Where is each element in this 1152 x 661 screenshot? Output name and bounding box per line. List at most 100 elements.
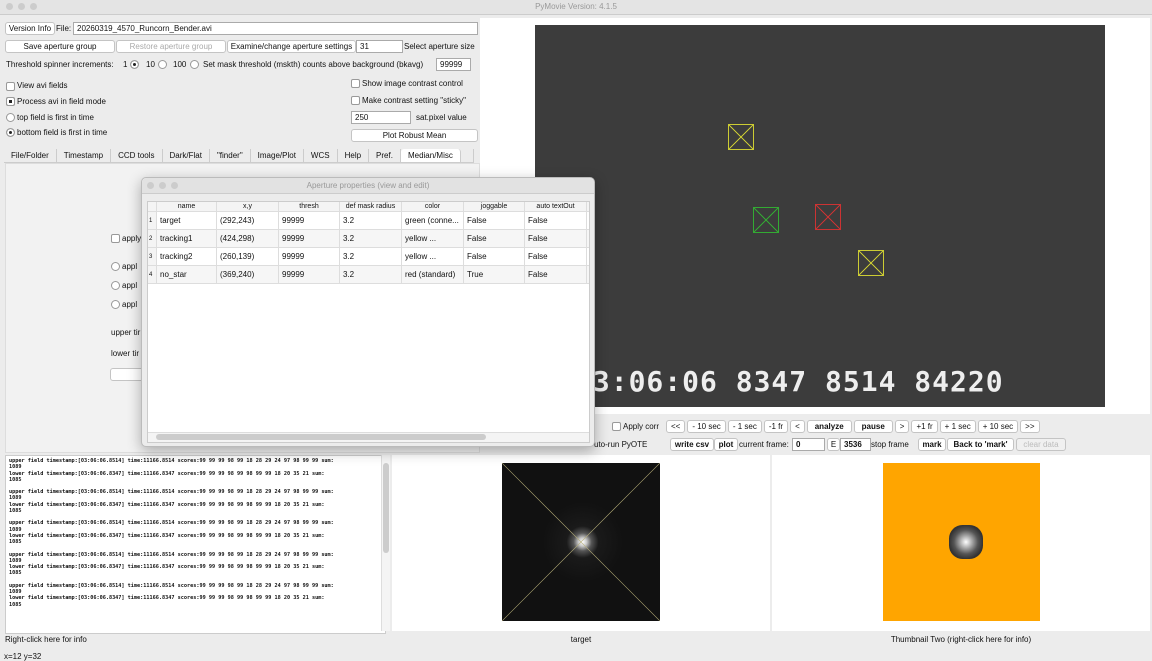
table-cell[interactable]: 3.2	[339, 265, 402, 284]
table-cell[interactable]: False	[463, 211, 525, 230]
checkbox[interactable]	[351, 79, 360, 88]
playback-button[interactable]: - 10 sec	[687, 420, 726, 433]
table-cell[interactable]: no_star	[156, 265, 217, 284]
tab[interactable]: Dark/Flat	[163, 149, 210, 162]
tab[interactable]: Timestamp	[57, 149, 112, 162]
tab[interactable]: Pref.	[369, 149, 401, 162]
table-cell[interactable]: Fa	[586, 247, 589, 266]
checkbox[interactable]	[6, 82, 15, 91]
stop-frame[interactable]: 3536	[840, 438, 871, 451]
table-cell[interactable]: False	[463, 229, 525, 248]
table-cell[interactable]: False	[524, 229, 587, 248]
playback-button[interactable]: - 1 sec	[727, 420, 762, 433]
table-cell[interactable]: 99999	[278, 211, 340, 230]
increment-radio[interactable]	[130, 60, 139, 69]
checkbox[interactable]	[6, 97, 15, 106]
tab[interactable]: Help	[338, 149, 370, 162]
size-select[interactable]: 31	[356, 40, 403, 53]
restore-button[interactable]: Restore aperture group	[116, 40, 226, 53]
radio[interactable]	[111, 262, 120, 271]
playback-button[interactable]: analyze	[806, 420, 852, 433]
tab[interactable]: Median/Misc	[400, 149, 461, 162]
checkbox[interactable]	[111, 234, 120, 243]
aperture-box[interactable]	[858, 250, 884, 276]
write-csv-button[interactable]: write csv	[670, 438, 714, 451]
radio[interactable]	[111, 300, 120, 309]
scroll-thumb[interactable]	[383, 463, 389, 553]
playback-button[interactable]: <<	[666, 420, 686, 433]
table-cell[interactable]: (292,243)	[216, 211, 279, 230]
info-label[interactable]: Right-click here for info	[5, 635, 87, 644]
window-button[interactable]	[147, 182, 154, 189]
aperture-box[interactable]	[753, 207, 779, 233]
table-cell[interactable]: tracking1	[156, 229, 217, 248]
table-cell[interactable]: Fa	[586, 229, 589, 248]
tab-scroll[interactable]	[461, 149, 474, 162]
table-cell[interactable]: True	[463, 265, 525, 284]
table-cell[interactable]: yellow ...	[401, 229, 464, 248]
table-cell[interactable]: tracking2	[156, 247, 217, 266]
playback-button[interactable]: + 1 sec	[939, 420, 976, 433]
table-cell[interactable]: False	[524, 265, 587, 284]
table-cell[interactable]: target	[156, 211, 217, 230]
playback-button[interactable]: + 10 sec	[977, 420, 1019, 433]
table-cell[interactable]: 3.2	[339, 211, 402, 230]
tab[interactable]: File/Folder	[4, 149, 57, 162]
tab[interactable]: WCS	[304, 149, 338, 162]
table-cell[interactable]: False	[524, 211, 587, 230]
scroll-thumb[interactable]	[156, 434, 486, 440]
radio[interactable]	[111, 281, 120, 290]
window-button[interactable]	[30, 3, 37, 10]
playback-button[interactable]: pause	[853, 420, 893, 433]
table-cell[interactable]: Fa	[586, 265, 589, 284]
radio[interactable]	[6, 113, 15, 122]
table-cell[interactable]: 99999	[278, 229, 340, 248]
file-name[interactable]: 20260319_4570_Runcorn_Bender.avi	[73, 22, 478, 35]
aperture-box[interactable]	[728, 124, 754, 150]
current-frame[interactable]: 0	[792, 438, 825, 451]
plot-button[interactable]: plot	[714, 438, 738, 451]
playback-button[interactable]: -1 fr	[763, 420, 789, 433]
playback-button[interactable]: +1 fr	[911, 420, 938, 433]
sat-value[interactable]: 250	[351, 111, 411, 124]
table-cell[interactable]: 99999	[278, 247, 340, 266]
table-cell[interactable]: Fa	[586, 211, 589, 230]
version-button[interactable]: Version Info	[5, 22, 55, 35]
h-scrollbar[interactable]	[148, 432, 589, 442]
tab[interactable]: "finder"	[210, 149, 251, 162]
table-cell[interactable]: 3.2	[339, 247, 402, 266]
table-cell[interactable]: 99999	[278, 265, 340, 284]
table-cell[interactable]: False	[524, 247, 587, 266]
window-button[interactable]	[159, 182, 166, 189]
playback-button[interactable]: >	[894, 420, 910, 433]
robust-button[interactable]: Plot Robust Mean	[351, 129, 478, 142]
table-cell[interactable]: (369,240)	[216, 265, 279, 284]
window-button[interactable]	[18, 3, 25, 10]
back-button[interactable]: Back to 'mark'	[947, 438, 1014, 451]
table-cell[interactable]: yellow ...	[401, 247, 464, 266]
mask-value[interactable]: 99999	[436, 58, 471, 71]
increment-radio[interactable]	[158, 60, 167, 69]
increment-radio[interactable]	[190, 60, 199, 69]
e-button[interactable]: E	[827, 438, 840, 451]
thumbnail-two-label[interactable]: Thumbnail Two (right-click here for info…	[890, 635, 1032, 644]
aperture-box[interactable]	[815, 204, 841, 230]
examine-button[interactable]: Examine/change aperture settings	[227, 40, 356, 53]
radio[interactable]	[6, 128, 15, 137]
window-button[interactable]	[6, 3, 13, 10]
window-button[interactable]	[171, 182, 178, 189]
checkbox[interactable]	[612, 422, 621, 431]
playback-button[interactable]: >>	[1020, 420, 1040, 433]
table-cell[interactable]: 3.2	[339, 229, 402, 248]
checkbox[interactable]	[351, 96, 360, 105]
playback-button[interactable]: <	[790, 420, 805, 433]
table-cell[interactable]: False	[463, 247, 525, 266]
table-cell[interactable]: (260,139)	[216, 247, 279, 266]
mark-button[interactable]: mark	[918, 438, 946, 451]
scrollbar[interactable]	[381, 455, 390, 631]
clear-button[interactable]: clear data	[1016, 438, 1066, 451]
table-cell[interactable]: green (conne...	[401, 211, 464, 230]
save-button[interactable]: Save aperture group	[5, 40, 115, 53]
tab[interactable]: CCD tools	[111, 149, 163, 162]
table-cell[interactable]: red (standard)	[401, 265, 464, 284]
